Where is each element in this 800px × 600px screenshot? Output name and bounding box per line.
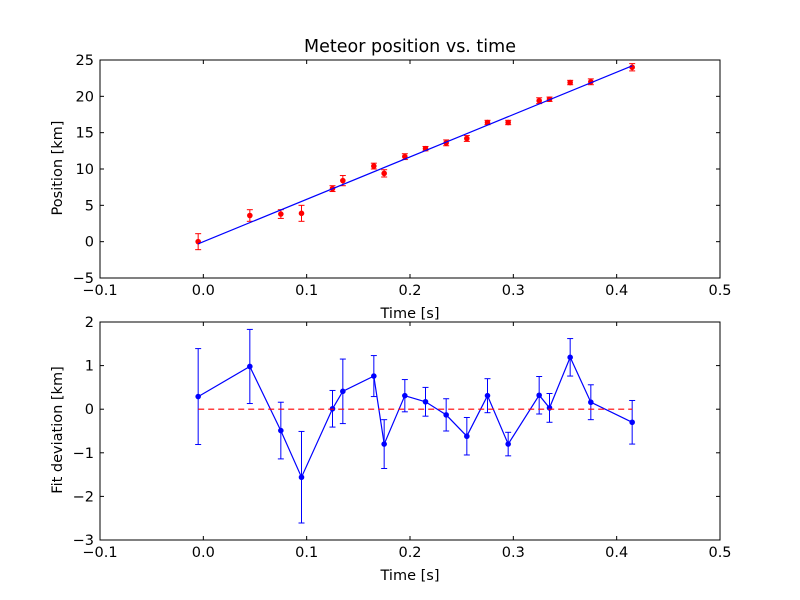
fit-deviation-plot-data-point xyxy=(278,427,284,434)
fit-deviation-plot-data-point xyxy=(402,392,408,399)
fit-deviation-plot-data-point xyxy=(536,392,542,399)
fit-deviation-plot-data-point xyxy=(629,419,635,426)
position-plot: Meteor position vs. time Time [s] Positi… xyxy=(50,37,732,322)
fit-deviation-plot-data-point xyxy=(443,412,449,418)
fit-deviation-plot-y-tick-label: −3 xyxy=(73,533,94,549)
fit-deviation-plot-x-tick-label: 0.3 xyxy=(502,545,525,561)
fit-deviation-plot-x-tick-label: 0.2 xyxy=(398,545,421,561)
position-plot-y-tick-label: 20 xyxy=(76,89,94,105)
position-plot-data-point xyxy=(278,211,284,217)
fit-deviation-plot-data-point xyxy=(340,388,346,395)
fit-deviation-plot-x-tick-label: −0.1 xyxy=(82,545,117,561)
fit-deviation-plot: Time [s] Fit deviation [km] −0.1 0.0 0.1 0.… xyxy=(50,315,732,584)
position-plot-title: Meteor position vs. time xyxy=(304,37,516,57)
position-plot-y-tick-label: 5 xyxy=(85,198,94,214)
fit-deviation-plot-data-point xyxy=(422,398,429,405)
fit-deviation-plot-data-point xyxy=(484,392,491,399)
position-plot-fit-line xyxy=(197,65,633,245)
fit-deviation-plot-data-point xyxy=(567,354,573,361)
position-plot-data-point xyxy=(505,119,511,126)
fit-deviation-plot-data-point xyxy=(381,441,387,447)
position-plot-x-tick-label: 0.3 xyxy=(502,283,525,299)
fit-deviation-plot-x-tick-label: 0.1 xyxy=(295,545,318,561)
fit-deviation-plot-x-tick-label: 0.4 xyxy=(605,545,628,561)
fit-deviation-plot-y-tick-label: −2 xyxy=(73,489,94,505)
fit-deviation-plot-data-area xyxy=(195,328,636,524)
position-plot-x-tick-label: −0.1 xyxy=(82,283,117,299)
position-plot-data-point xyxy=(567,79,573,86)
fit-deviation-plot-y-tick-label: 0 xyxy=(85,402,94,418)
position-plot-y-tick-label: 25 xyxy=(76,53,94,69)
fit-deviation-plot-data-point xyxy=(247,363,253,370)
fit-deviation-plot-x-tick-label: 0.0 xyxy=(192,545,215,561)
position-plot-x-axis-label: Time [s] xyxy=(380,306,440,322)
position-plot-data-point xyxy=(381,170,387,177)
fit-deviation-plot-y-tick-label: −1 xyxy=(73,446,94,462)
fit-deviation-plot-x-axis-label: Time [s] xyxy=(380,568,440,584)
fit-deviation-plot-y-axis-label: Fit deviation [km] xyxy=(50,366,66,493)
position-plot-data-point xyxy=(536,97,542,104)
fit-deviation-plot-data-point xyxy=(298,474,305,481)
position-plot-y-tick-label: −5 xyxy=(73,271,94,287)
position-plot-x-tick-label: 0.2 xyxy=(398,283,421,299)
position-plot-y-tick-label: 0 xyxy=(85,235,94,251)
fit-deviation-plot-y-tick-label: 1 xyxy=(85,359,94,375)
position-plot-x-tick-label: 0.1 xyxy=(295,283,318,299)
position-plot-y-axis-label: Position [km] xyxy=(50,121,66,216)
position-plot-data-point xyxy=(298,210,305,217)
position-plot-data-point xyxy=(340,177,346,184)
fit-deviation-plot-data-point xyxy=(588,399,594,406)
fit-deviation-plot-data-point xyxy=(505,441,511,447)
position-plot-data-point xyxy=(247,212,253,219)
fit-deviation-plot-data-point xyxy=(371,373,377,379)
position-plot-x-tick-label: 0.5 xyxy=(708,283,731,299)
position-plot-y-tick-label: 10 xyxy=(76,162,94,178)
fit-deviation-plot-y-tick-label: 2 xyxy=(85,315,94,331)
fit-deviation-plot-data-point xyxy=(195,393,201,400)
position-plot-data-point xyxy=(464,135,470,142)
position-plot-data-area xyxy=(195,63,636,251)
position-plot-data-point xyxy=(371,163,377,169)
position-plot-x-tick-label: 0.0 xyxy=(192,283,215,299)
position-plot-x-tick-label: 0.4 xyxy=(605,283,628,299)
fit-deviation-plot-data-point xyxy=(464,433,470,440)
position-plot-data-point xyxy=(629,64,635,71)
position-plot-y-tick-label: 15 xyxy=(76,126,94,142)
fit-deviation-plot-x-tick-label: 0.5 xyxy=(708,545,731,561)
